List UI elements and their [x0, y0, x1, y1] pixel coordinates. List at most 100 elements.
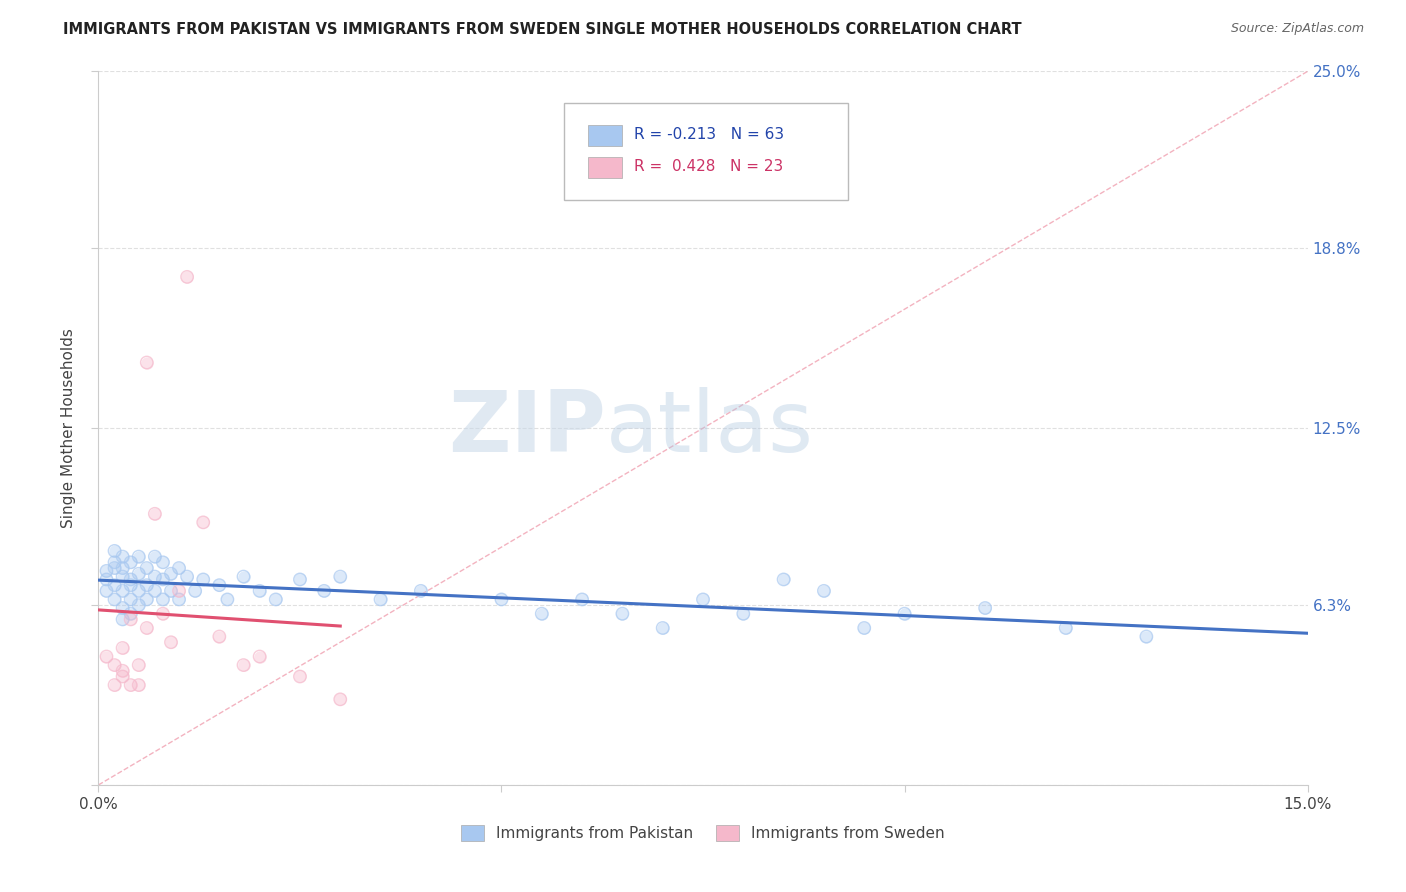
Point	[128, 549, 150, 564]
Point	[120, 592, 142, 607]
Point	[111, 664, 134, 678]
Point	[152, 555, 174, 569]
Point	[143, 569, 166, 583]
Point	[143, 549, 166, 564]
Point	[176, 569, 198, 583]
Legend: Immigrants from Pakistan, Immigrants from Sweden: Immigrants from Pakistan, Immigrants fro…	[453, 817, 953, 848]
Point	[120, 607, 142, 621]
Point	[217, 592, 239, 607]
Text: ZIP: ZIP	[449, 386, 606, 470]
Point	[128, 549, 150, 564]
Point	[491, 592, 513, 607]
Point	[152, 607, 174, 621]
Point	[160, 635, 183, 649]
Point	[772, 573, 794, 587]
Point	[329, 692, 352, 706]
Point	[651, 621, 673, 635]
Point	[135, 561, 157, 575]
Point	[167, 561, 190, 575]
Y-axis label: Single Mother Households: Single Mother Households	[60, 328, 76, 528]
Point	[96, 573, 118, 587]
Point	[111, 601, 134, 615]
Point	[111, 612, 134, 626]
Point	[128, 566, 150, 581]
Point	[1135, 630, 1157, 644]
Point	[111, 583, 134, 598]
Point	[103, 578, 125, 592]
Point	[530, 607, 553, 621]
Point	[167, 561, 190, 575]
Point	[111, 640, 134, 655]
Point	[491, 592, 513, 607]
Point	[329, 569, 352, 583]
Point	[152, 555, 174, 569]
Point	[208, 630, 231, 644]
Text: Source: ZipAtlas.com: Source: ZipAtlas.com	[1230, 22, 1364, 36]
Point	[111, 640, 134, 655]
Point	[232, 658, 254, 673]
Point	[264, 592, 287, 607]
Point	[733, 607, 755, 621]
Point	[232, 569, 254, 583]
Point	[103, 544, 125, 558]
Point	[370, 592, 392, 607]
FancyBboxPatch shape	[564, 103, 848, 200]
Point	[103, 678, 125, 692]
Point	[813, 583, 835, 598]
Point	[96, 649, 118, 664]
Point	[329, 692, 352, 706]
Point	[128, 583, 150, 598]
Point	[160, 566, 183, 581]
Point	[193, 573, 215, 587]
Point	[208, 578, 231, 592]
Point	[103, 592, 125, 607]
Point	[249, 649, 271, 664]
Point	[176, 569, 198, 583]
Point	[143, 583, 166, 598]
Point	[1054, 621, 1077, 635]
Point	[143, 507, 166, 521]
Point	[111, 664, 134, 678]
Point	[120, 612, 142, 626]
Point	[249, 583, 271, 598]
Point	[120, 573, 142, 587]
Point	[530, 607, 553, 621]
Point	[103, 555, 125, 569]
Point	[135, 578, 157, 592]
Point	[120, 678, 142, 692]
Point	[96, 583, 118, 598]
FancyBboxPatch shape	[588, 157, 621, 178]
Point	[217, 592, 239, 607]
Point	[135, 621, 157, 635]
Point	[692, 592, 714, 607]
Point	[612, 607, 634, 621]
Point	[853, 621, 876, 635]
Point	[370, 592, 392, 607]
Point	[176, 269, 198, 284]
Point	[128, 658, 150, 673]
Point	[135, 561, 157, 575]
Point	[96, 564, 118, 578]
Point	[692, 592, 714, 607]
Point	[103, 592, 125, 607]
Point	[193, 516, 215, 530]
Point	[152, 573, 174, 587]
Text: R =  0.428   N = 23: R = 0.428 N = 23	[634, 159, 783, 174]
Point	[813, 583, 835, 598]
Point	[160, 635, 183, 649]
Point	[314, 583, 336, 598]
Point	[651, 621, 673, 635]
Point	[96, 583, 118, 598]
Point	[152, 607, 174, 621]
Point	[111, 583, 134, 598]
Text: atlas: atlas	[606, 386, 814, 470]
Point	[264, 592, 287, 607]
Point	[135, 578, 157, 592]
Point	[103, 555, 125, 569]
Point	[135, 592, 157, 607]
Point	[111, 549, 134, 564]
Point	[120, 573, 142, 587]
Point	[96, 573, 118, 587]
Point	[103, 578, 125, 592]
Point	[409, 583, 432, 598]
